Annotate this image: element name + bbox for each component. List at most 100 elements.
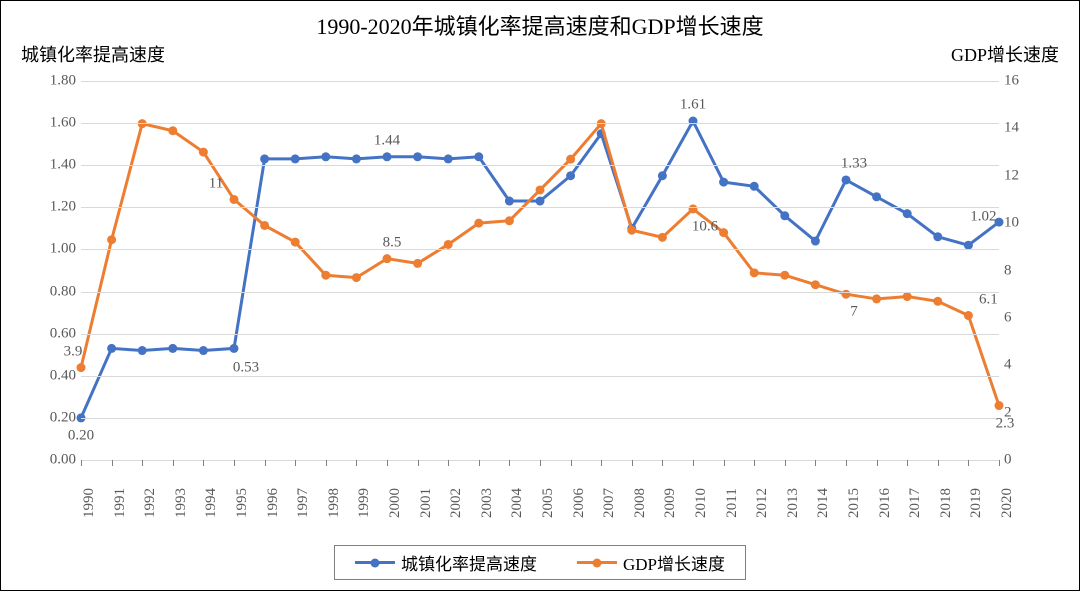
x-tick-label: 1999 xyxy=(356,488,373,518)
x-tick-label: 1994 xyxy=(203,488,220,518)
series-marker xyxy=(964,311,973,320)
data-label: 3.9 xyxy=(64,343,83,360)
legend-item-gdp: GDP增长速度 xyxy=(577,550,725,575)
data-label: 7 xyxy=(850,304,858,321)
legend-label: 城镇化率提高速度 xyxy=(401,550,537,575)
series-marker xyxy=(230,195,239,204)
chart-title: 1990-2020年城镇化率提高速度和GDP增长速度 xyxy=(316,9,763,41)
x-tickmark xyxy=(479,460,480,466)
y-tick-right: 8 xyxy=(1004,262,1039,279)
x-tickmark xyxy=(81,460,82,466)
x-tickmark xyxy=(509,460,510,466)
y-tick-left: 0.80 xyxy=(31,283,76,300)
gridline xyxy=(81,376,999,377)
series-marker xyxy=(260,154,269,163)
x-tickmark xyxy=(234,460,235,466)
series-marker xyxy=(811,280,820,289)
series-marker xyxy=(474,152,483,161)
series-marker xyxy=(872,294,881,303)
series-marker xyxy=(505,216,514,225)
series-marker xyxy=(474,219,483,228)
series-marker xyxy=(627,226,636,235)
x-tickmark xyxy=(632,460,633,466)
y-tick-left: 0.00 xyxy=(31,452,76,469)
y-tick-right: 6 xyxy=(1004,309,1039,326)
data-label: 10.6 xyxy=(692,218,718,235)
x-tickmark xyxy=(815,460,816,466)
y-tick-right: 10 xyxy=(1004,215,1039,232)
data-label: 1.33 xyxy=(841,155,867,172)
y-tick-left: 1.00 xyxy=(31,241,76,258)
x-tickmark xyxy=(142,460,143,466)
series-marker xyxy=(719,178,728,187)
series-marker xyxy=(291,154,300,163)
x-tick-label: 1996 xyxy=(265,488,282,518)
x-tick-label: 2019 xyxy=(968,488,985,518)
gridline xyxy=(81,207,999,208)
series-marker xyxy=(77,363,86,372)
x-tick-label: 2008 xyxy=(632,488,649,518)
series-marker xyxy=(199,148,208,157)
x-tick-label: 2002 xyxy=(448,488,465,518)
x-tick-label: 2014 xyxy=(815,488,832,518)
gridline xyxy=(81,418,999,419)
y-tick-right: 12 xyxy=(1004,167,1039,184)
series-marker xyxy=(413,152,422,161)
x-tickmark xyxy=(662,460,663,466)
gridline xyxy=(81,123,999,124)
x-tick-label: 2018 xyxy=(938,488,955,518)
series-marker xyxy=(750,182,759,191)
series-marker xyxy=(444,240,453,249)
x-tickmark xyxy=(356,460,357,466)
series-marker xyxy=(689,117,698,126)
series-marker xyxy=(352,273,361,282)
y-tick-left: 1.60 xyxy=(31,115,76,132)
series-marker xyxy=(168,344,177,353)
x-tick-label: 1997 xyxy=(295,488,312,518)
x-tick-label: 2005 xyxy=(540,488,557,518)
series-marker xyxy=(566,155,575,164)
y-tick-left: 0.40 xyxy=(31,367,76,384)
x-tickmark xyxy=(418,460,419,466)
series-marker xyxy=(689,204,698,213)
x-tick-label: 2009 xyxy=(662,488,679,518)
legend-label: GDP增长速度 xyxy=(623,550,725,575)
y-tick-right: 14 xyxy=(1004,120,1039,137)
y-tick-right: 0 xyxy=(1004,452,1039,469)
series-marker xyxy=(168,126,177,135)
series-marker xyxy=(107,235,116,244)
data-label: 8.5 xyxy=(383,234,402,251)
x-tick-label: 2006 xyxy=(571,488,588,518)
y-tick-left: 0.20 xyxy=(31,409,76,426)
data-label: 1.02 xyxy=(970,209,996,226)
x-tickmark xyxy=(295,460,296,466)
plot-area: 0.000.200.400.600.801.001.201.401.601.80… xyxy=(81,81,999,460)
series-marker xyxy=(260,221,269,230)
gridline xyxy=(81,249,999,250)
x-tick-label: 1993 xyxy=(173,488,190,518)
data-label: 1.61 xyxy=(680,97,706,114)
x-tickmark xyxy=(754,460,755,466)
x-tickmark xyxy=(326,460,327,466)
x-tick-label: 2000 xyxy=(387,488,404,518)
series-marker xyxy=(566,171,575,180)
series-marker xyxy=(933,232,942,241)
legend: 城镇化率提高速度 GDP增长速度 xyxy=(334,545,746,580)
legend-line-icon xyxy=(577,561,617,564)
series-marker xyxy=(230,344,239,353)
series-marker xyxy=(842,175,851,184)
x-tickmark xyxy=(601,460,602,466)
chart-svg xyxy=(81,81,999,460)
x-tick-label: 1992 xyxy=(142,488,159,518)
series-marker xyxy=(933,297,942,306)
series-marker xyxy=(352,154,361,163)
x-tickmark xyxy=(877,460,878,466)
x-tick-label: 2003 xyxy=(479,488,496,518)
x-tick-label: 1995 xyxy=(234,488,251,518)
x-tickmark xyxy=(571,460,572,466)
series-marker xyxy=(903,292,912,301)
series-marker xyxy=(536,185,545,194)
x-tickmark xyxy=(724,460,725,466)
y-tick-right: 16 xyxy=(1004,73,1039,90)
x-tick-label: 2007 xyxy=(601,488,618,518)
